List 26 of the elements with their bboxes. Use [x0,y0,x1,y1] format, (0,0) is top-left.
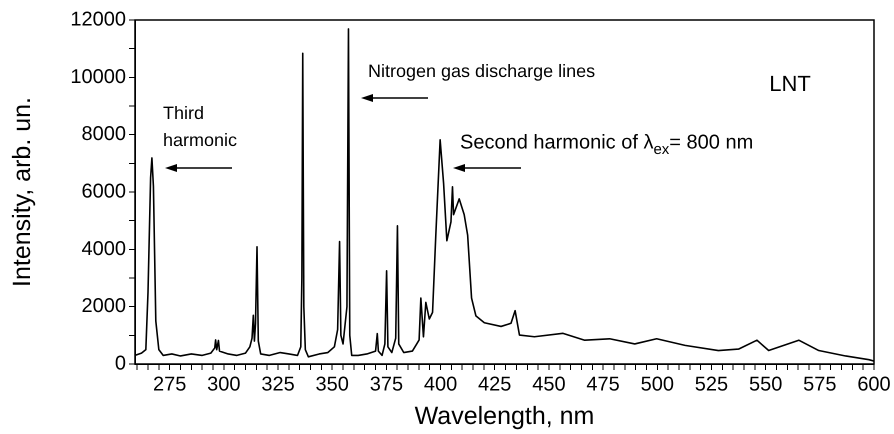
y-tick-label: 0 [114,352,126,375]
x-tick-label: 325 [261,374,295,396]
y-tick-label: 2000 [82,295,126,318]
y-tick-label: 12000 [70,8,126,31]
y-tick-label: 10000 [70,66,126,88]
x-tick-label: 375 [370,374,404,396]
x-tick-label: 550 [748,374,782,396]
y-tick-label: 4000 [82,238,126,260]
x-tick-label: 300 [207,374,241,396]
x-tick-label: 275 [152,374,186,396]
x-axis-title: Wavelength, nm [414,402,594,430]
x-tick-label: 500 [640,374,674,396]
y-tick-label: 6000 [82,180,126,203]
annotation: LNT [769,71,811,96]
x-tick-label: 425 [478,374,512,396]
x-tick-label: 575 [803,374,837,396]
x-tick-label: 400 [424,374,458,396]
annotation: Nitrogen gas discharge lines [368,60,596,81]
x-tick-label: 525 [694,374,728,396]
x-tick-label: 450 [532,374,566,396]
x-tick-label: 600 [857,374,891,396]
annotation: Third harmonic [163,102,238,150]
x-tick-label: 475 [586,374,620,396]
y-axis-title: Intensity, arb. un. [8,97,36,287]
x-tick-label: 350 [316,374,349,396]
y-tick-label: 8000 [82,123,126,146]
